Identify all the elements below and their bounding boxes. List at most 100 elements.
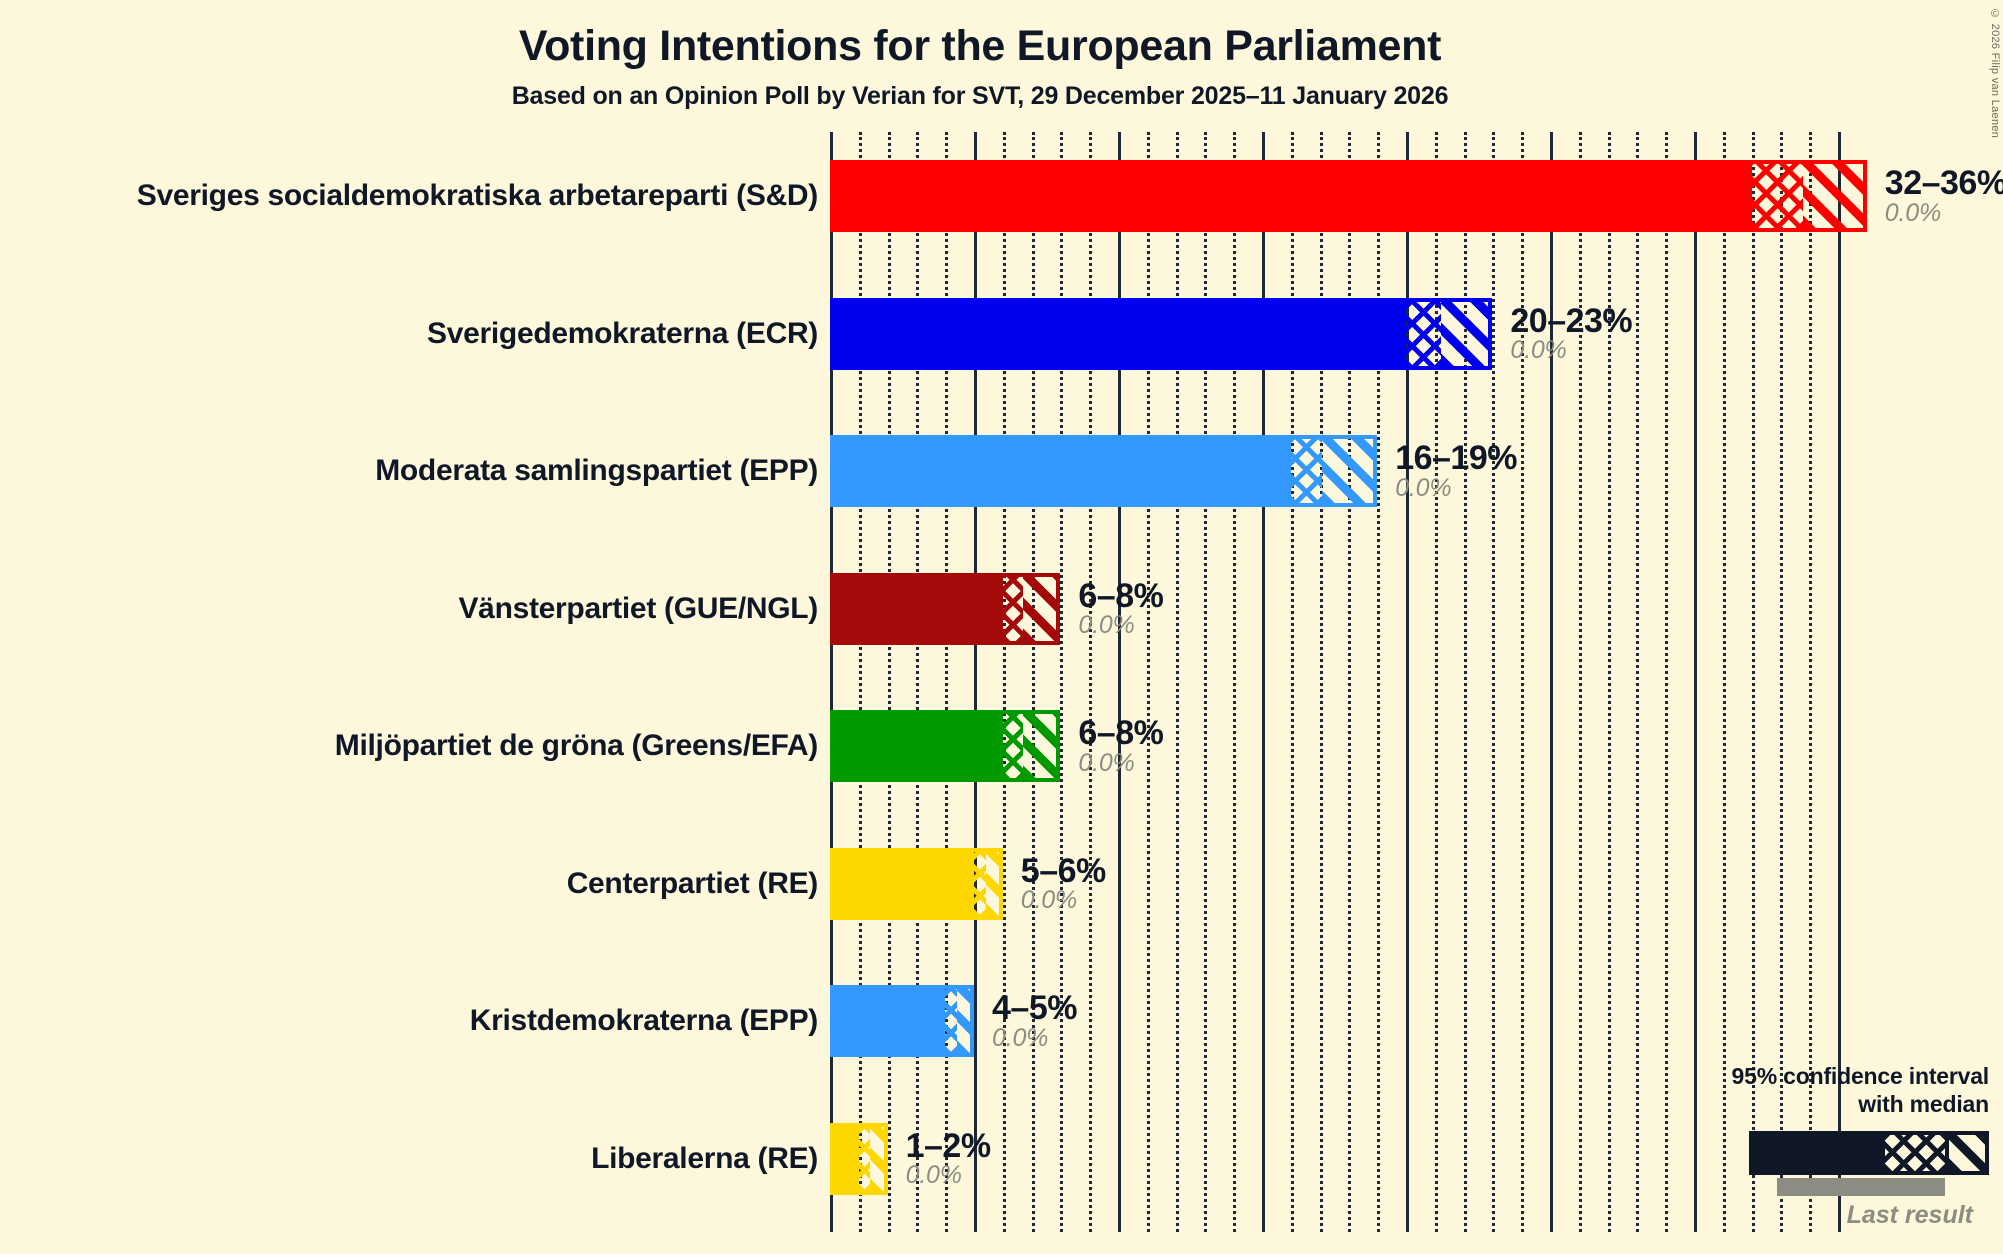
confidence-interval-bar bbox=[830, 572, 1061, 645]
bar-segment-lower-bound bbox=[834, 439, 1291, 503]
gridline-major-10 bbox=[1118, 132, 1121, 1232]
bar-segment-lower-bound bbox=[834, 1126, 859, 1191]
gridline-minor-27 bbox=[1607, 132, 1611, 1232]
legend-title: 95% confidence interval with median bbox=[1659, 1062, 1990, 1120]
gridline-minor-34 bbox=[1809, 132, 1813, 1232]
gridline-minor-8 bbox=[1060, 132, 1064, 1232]
legend-last-result-swatch bbox=[1777, 1178, 1945, 1196]
value-range-label: 5–6% bbox=[1020, 851, 1106, 890]
bar-segment-median-crosshatch bbox=[1002, 714, 1023, 778]
gridline-major-25 bbox=[1550, 132, 1553, 1232]
bar-segment-median-crosshatch bbox=[1406, 301, 1441, 366]
value-block: 32–36% 0.0% bbox=[1885, 166, 2003, 226]
gridline-minor-13 bbox=[1204, 132, 1208, 1232]
confidence-interval-bar bbox=[830, 435, 1378, 507]
gridline-minor-17 bbox=[1319, 132, 1323, 1232]
legend-swatch-crosshatch bbox=[1881, 1135, 1945, 1171]
value-block: 16–19% 0.0% bbox=[1395, 441, 1517, 501]
gridline-minor-23 bbox=[1492, 132, 1496, 1232]
value-range-label: 6–8% bbox=[1078, 713, 1164, 752]
legend-last-result-label: Last result bbox=[1846, 1201, 1973, 1229]
chart-row: Miljöpartiet de gröna (Greens/EFA) 6–8% 0.… bbox=[0, 682, 2003, 810]
gridline-minor-9 bbox=[1089, 132, 1093, 1232]
gridline-minor-7 bbox=[1031, 132, 1035, 1232]
chart-title: Voting Intentions for the European Parli… bbox=[518, 22, 1442, 70]
value-range-label: 1–2% bbox=[905, 1126, 991, 1165]
chart-row: Vänsterpartiet (GUE/NGL) 6–8% 0.0% bbox=[0, 545, 2003, 673]
chart-row: Moderata samlingspartiet (EPP) 16–19% 0.0% bbox=[0, 407, 2003, 535]
gridline-minor-16 bbox=[1290, 132, 1294, 1232]
last-result-label: 0.0% bbox=[1884, 198, 1941, 227]
gridline-minor-3 bbox=[916, 132, 920, 1232]
chart-row: Sverigedemokraterna (ECR) 20–23% 0.0% bbox=[0, 270, 2003, 398]
party-label: Sveriges socialdemokratiska arbetarepart… bbox=[136, 179, 819, 212]
bar-segment-upper-bound-diagonal bbox=[1440, 301, 1489, 366]
value-block: 6–8% 0.0% bbox=[1078, 578, 1163, 638]
gridline-major-35 bbox=[1838, 132, 1841, 1232]
bar-segment-lower-bound bbox=[834, 851, 974, 916]
gridline-major-5 bbox=[974, 132, 977, 1232]
bar-segment-median-crosshatch bbox=[974, 851, 986, 916]
gridline-minor-6 bbox=[1002, 132, 1006, 1232]
bar-segment-median-crosshatch bbox=[1290, 439, 1323, 503]
last-result-label: 0.0% bbox=[1078, 748, 1135, 777]
bar-segment-median-crosshatch bbox=[1751, 164, 1804, 228]
value-block: 1–2% 0.0% bbox=[906, 1128, 991, 1188]
confidence-interval-bar bbox=[830, 847, 1003, 920]
value-block: 20–23% 0.0% bbox=[1510, 303, 1632, 363]
value-range-label: 4–5% bbox=[992, 988, 1077, 1027]
bar-segment-lower-bound bbox=[834, 989, 946, 1053]
last-result-label: 0.0% bbox=[905, 1161, 962, 1190]
confidence-interval-bar bbox=[830, 160, 1867, 232]
last-result-label: 0.0% bbox=[1395, 473, 1452, 502]
value-block: 6–8% 0.0% bbox=[1078, 716, 1163, 776]
bar-segment-median-crosshatch bbox=[1002, 576, 1023, 641]
gridline-minor-31 bbox=[1722, 132, 1726, 1232]
bar-segment-lower-bound bbox=[834, 164, 1752, 228]
bar-segment-lower-bound bbox=[834, 301, 1406, 366]
gridline-major-0 bbox=[830, 132, 833, 1232]
bar-segment-lower-bound bbox=[834, 576, 1003, 641]
value-range-label: 16–19% bbox=[1395, 438, 1517, 477]
party-label: Moderata samlingspartiet (EPP) bbox=[375, 454, 818, 487]
chart-row: Liberalerna (RE) 1–2% 0.0% bbox=[0, 1095, 2003, 1223]
legend-swatch-diagonal bbox=[1945, 1135, 1985, 1171]
gridline-minor-32 bbox=[1751, 132, 1755, 1232]
gridline-minor-24 bbox=[1521, 132, 1525, 1232]
legend-title-line2: with median bbox=[1858, 1091, 1989, 1118]
party-label: Miljöpartiet de gröna (Greens/EFA) bbox=[334, 729, 819, 762]
gridline-minor-1 bbox=[858, 132, 862, 1232]
chart-row: Centerpartiet (RE) 5–6% 0.0% bbox=[0, 820, 2003, 948]
party-label: Vänsterpartiet (GUE/NGL) bbox=[458, 591, 818, 625]
gridline-major-15 bbox=[1262, 132, 1265, 1232]
value-range-label: 32–36% bbox=[1884, 163, 2003, 202]
party-label: Liberalerna (RE) bbox=[591, 1141, 818, 1175]
gridline-minor-18 bbox=[1348, 132, 1352, 1232]
gridline-minor-21 bbox=[1434, 132, 1438, 1232]
confidence-interval-bar bbox=[830, 710, 1061, 782]
gridline-major-30 bbox=[1694, 132, 1697, 1232]
gridline-minor-12 bbox=[1175, 132, 1179, 1232]
chart-subtitle: Based on an Opinion Poll by Verian for S… bbox=[511, 82, 1449, 110]
gridline-minor-2 bbox=[887, 132, 891, 1232]
bar-segment-upper-bound-diagonal bbox=[956, 989, 970, 1053]
value-range-label: 20–23% bbox=[1510, 301, 1633, 340]
bar-segment-upper-bound-diagonal bbox=[1022, 576, 1057, 641]
value-range-label: 6–8% bbox=[1078, 576, 1164, 615]
bar-segment-upper-bound-diagonal bbox=[1022, 714, 1057, 778]
plot-area bbox=[830, 132, 1841, 1232]
party-label: Kristdemokraterna (EPP) bbox=[469, 1004, 819, 1037]
copyright-notice: © 2026 Filip van Laenen bbox=[1989, 8, 2001, 139]
legend-confidence-swatch bbox=[1749, 1131, 1989, 1175]
confidence-interval-bar bbox=[830, 297, 1493, 370]
confidence-interval-bar bbox=[830, 1122, 888, 1195]
party-label: Sverigedemokraterna (ECR) bbox=[427, 316, 818, 350]
last-result-label: 0.0% bbox=[992, 1023, 1049, 1052]
gridline-minor-4 bbox=[945, 132, 949, 1232]
confidence-interval-bar bbox=[830, 985, 974, 1057]
bar-segment-upper-bound-diagonal bbox=[870, 1126, 884, 1191]
value-block: 5–6% 0.0% bbox=[1021, 853, 1106, 913]
bar-segment-median-crosshatch bbox=[858, 1126, 871, 1191]
gridline-major-20 bbox=[1406, 132, 1409, 1232]
legend-title-line1: 95% confidence interval bbox=[1731, 1062, 1990, 1089]
